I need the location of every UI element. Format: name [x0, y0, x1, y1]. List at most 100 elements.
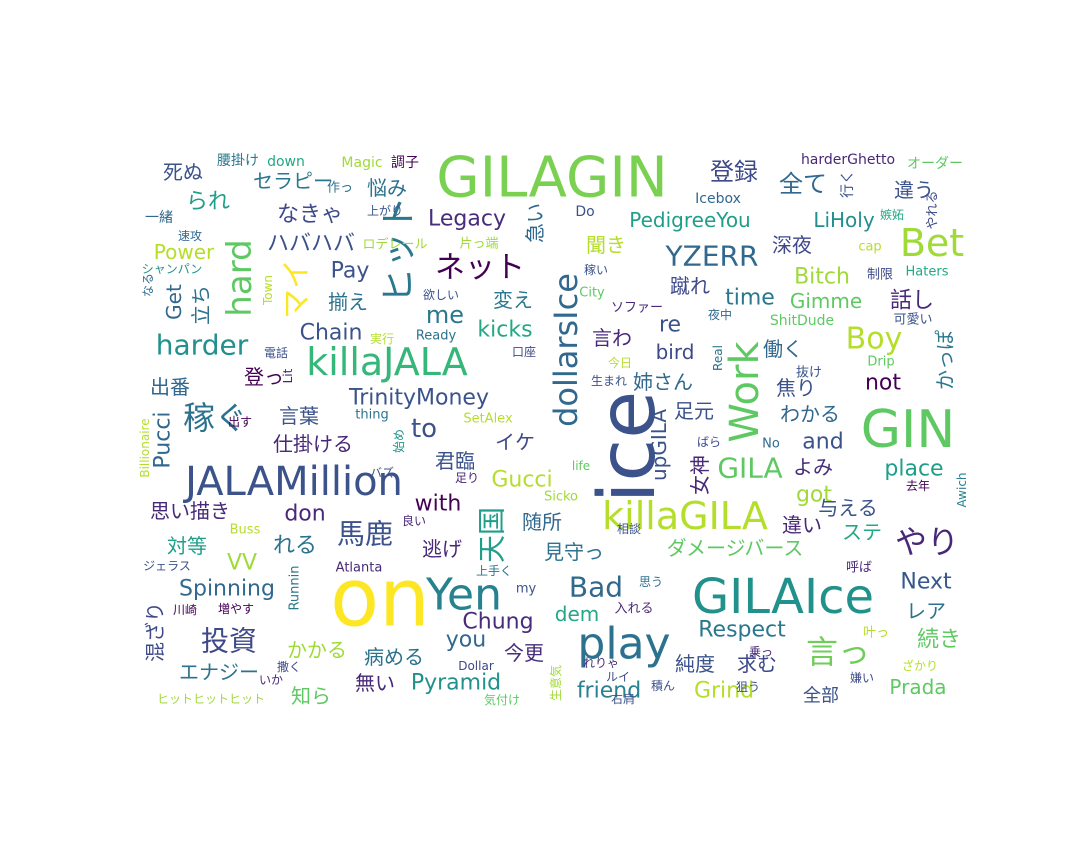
cloud-word: れりゃ — [583, 656, 619, 670]
cloud-word: harderGhetto — [801, 152, 895, 168]
cloud-word: Atlanta — [336, 561, 383, 576]
cloud-word: PedigreeYou — [629, 208, 750, 232]
cloud-word: 混ざり — [143, 602, 167, 662]
cloud-word: 天国 — [476, 507, 509, 563]
cloud-word: 出す — [228, 415, 252, 429]
cloud-word: got — [796, 483, 832, 508]
cloud-word: Yen — [425, 570, 502, 621]
cloud-word: 逃げ — [422, 537, 462, 561]
cloud-word: 出番 — [150, 375, 190, 399]
cloud-word: 全て — [779, 170, 827, 198]
cloud-word: Respect — [698, 618, 786, 643]
cloud-word: 君臨 — [435, 449, 475, 473]
cloud-word: 全部 — [803, 686, 839, 707]
cloud-word: Billionaire — [138, 418, 152, 477]
cloud-word: 右肩 — [611, 691, 635, 706]
cloud-word: 立ち — [189, 285, 213, 325]
cloud-word: 乗っ — [749, 645, 773, 659]
cloud-word: 片っ端 — [459, 237, 498, 252]
cloud-word: エナジー — [179, 660, 259, 684]
cloud-word: 良い — [402, 513, 426, 528]
cloud-word: 焦り — [776, 376, 816, 400]
cloud-word: 作っ — [327, 181, 353, 196]
cloud-word: thing — [355, 408, 388, 423]
cloud-word: Awich — [955, 472, 969, 507]
cloud-word: 増やす — [218, 602, 254, 616]
cloud-word: dollarsIce — [547, 273, 585, 427]
cloud-word: don — [284, 502, 325, 527]
cloud-word: killaJALA — [306, 340, 468, 384]
cloud-word: 電話 — [264, 345, 288, 360]
cloud-word: イケ — [495, 430, 535, 454]
cloud-word: 相談 — [617, 521, 641, 536]
cloud-word: 調子 — [391, 155, 419, 171]
cloud-word: LiHoly — [813, 208, 875, 232]
cloud-word: Pay — [331, 259, 370, 284]
cloud-word: 今日 — [608, 355, 632, 370]
cloud-word: YZERR — [665, 240, 759, 273]
cloud-word: ice — [583, 391, 673, 504]
cloud-word: down — [267, 154, 305, 170]
cloud-word: 見守っ — [544, 540, 604, 564]
cloud-word: place — [884, 457, 943, 482]
cloud-word: 嫌い — [850, 671, 874, 685]
cloud-word: Icebox — [695, 191, 741, 207]
cloud-word: Work — [722, 341, 768, 443]
cloud-word: 行く — [840, 170, 856, 198]
cloud-word: 足元 — [674, 399, 714, 423]
cloud-word: れる — [273, 534, 317, 559]
cloud-word: GIN — [861, 400, 956, 460]
cloud-word: time — [725, 286, 775, 311]
cloud-word: レア — [906, 599, 946, 623]
cloud-word: GILAGIN — [436, 146, 668, 211]
cloud-word: バズ — [370, 465, 394, 480]
cloud-word: 生まれ — [591, 374, 627, 388]
cloud-word: 女神 — [688, 455, 712, 495]
cloud-word: Dollar — [458, 659, 494, 673]
cloud-word: 思い描き — [150, 499, 230, 523]
cloud-word: GILAIce — [692, 569, 874, 625]
cloud-word: SetAlex — [463, 412, 513, 427]
cloud-word: 言葉 — [279, 404, 319, 428]
cloud-word: 稼ぐ — [183, 399, 247, 437]
cloud-word: 嫉妬 — [880, 207, 904, 222]
cloud-word: なる — [141, 273, 155, 297]
cloud-word: kicks — [477, 318, 532, 343]
cloud-word: ばら — [697, 435, 721, 449]
cloud-word: Pucci — [151, 411, 176, 468]
cloud-word: 深夜 — [772, 233, 812, 257]
cloud-word: 聞き — [586, 233, 626, 257]
cloud-word: 去年 — [906, 479, 930, 493]
cloud-word: Ready — [416, 329, 457, 344]
cloud-word: ハバハバ — [267, 232, 355, 257]
cloud-word: オーダー — [907, 156, 963, 172]
cloud-word: ソファー — [611, 301, 663, 316]
cloud-word: 抜け — [796, 365, 822, 381]
cloud-word: ダメージバース — [667, 536, 804, 560]
cloud-word: 姉さん — [633, 370, 693, 394]
cloud-word: Bad — [569, 571, 623, 604]
cloud-word: Magic — [341, 155, 382, 171]
cloud-word: 足り — [455, 471, 479, 485]
cloud-word: 上手く — [476, 564, 512, 578]
cloud-word: 馬鹿 — [337, 518, 393, 551]
cloud-word: ネット — [435, 251, 525, 286]
cloud-word: Get — [162, 284, 186, 320]
cloud-word: ざかり — [902, 658, 938, 673]
cloud-word: シャンパン — [142, 262, 203, 276]
cloud-word: not — [865, 371, 901, 396]
cloud-word: 違う — [894, 178, 934, 202]
cloud-word: 死ぬ — [163, 160, 203, 184]
cloud-word: Real — [711, 345, 725, 371]
cloud-word: City — [579, 286, 605, 301]
cloud-word: Buss — [230, 523, 261, 538]
cloud-word: 口座 — [512, 344, 536, 359]
cloud-word: 狙う — [736, 680, 760, 694]
cloud-word: 一緒 — [145, 210, 173, 226]
cloud-word: 稼い — [584, 262, 608, 277]
cloud-word: 話し — [890, 289, 934, 314]
cloud-word: to — [411, 414, 437, 444]
cloud-word: Legacy — [428, 207, 506, 232]
cloud-word: with — [415, 492, 462, 517]
